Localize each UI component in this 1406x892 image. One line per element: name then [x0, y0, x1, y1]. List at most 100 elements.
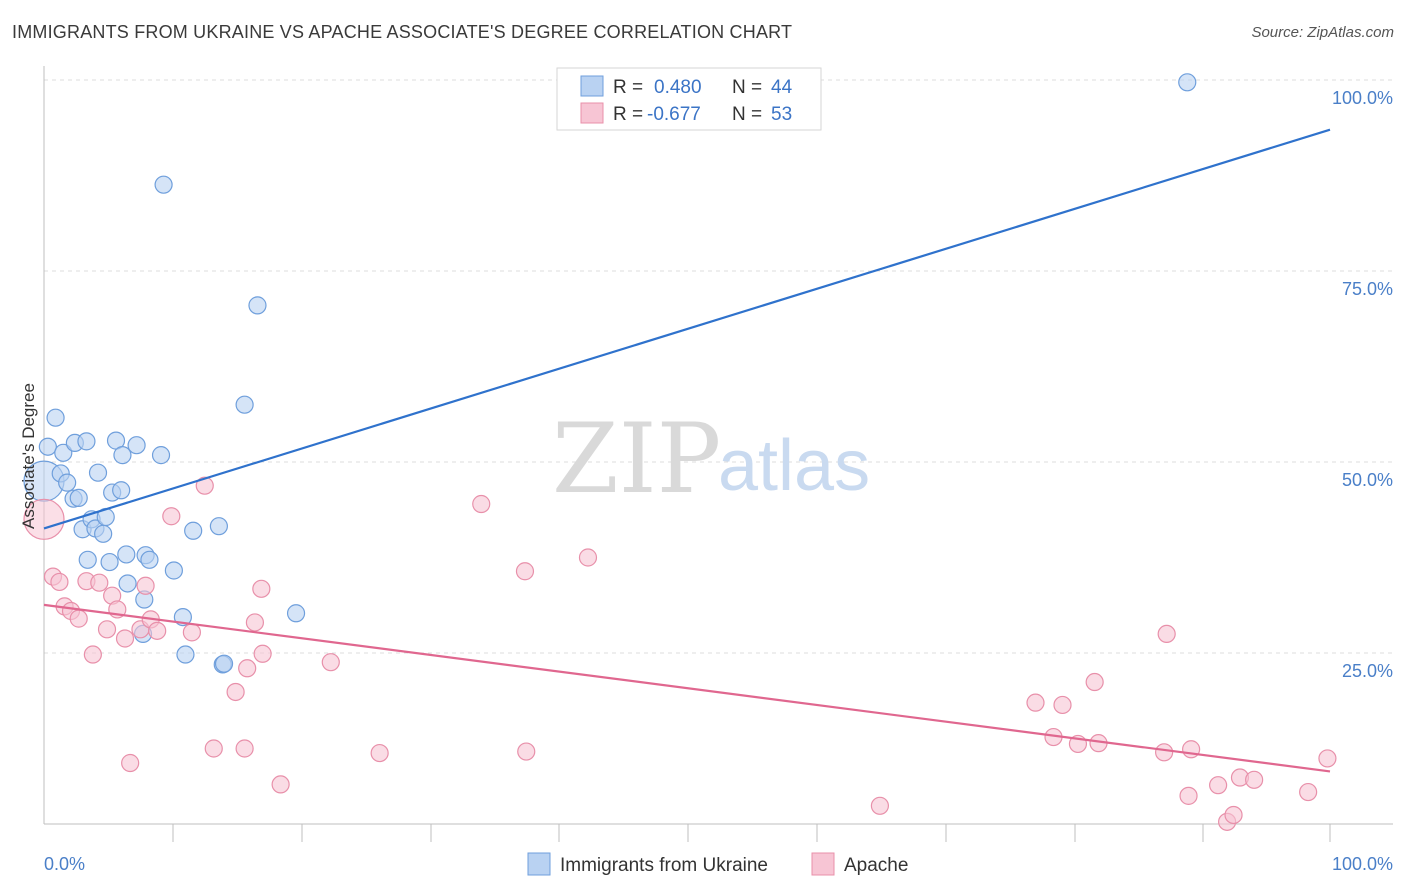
x-tick-label-0: 0.0%: [44, 854, 85, 874]
point-apache-8: [90, 573, 109, 592]
watermark: ZIP atlas: [552, 403, 870, 515]
point-apache-28: [271, 775, 290, 794]
point-apache-29: [321, 653, 340, 672]
point-ukraine-30: [154, 175, 173, 194]
point-ukraine-35: [209, 517, 228, 536]
point-apache-32: [515, 562, 535, 581]
bottom-legend-label-apache: Apache: [844, 855, 908, 876]
point-apache-15: [136, 576, 155, 595]
point-apache-19: [182, 623, 201, 642]
point-apache-31: [472, 494, 491, 514]
gridlines: [44, 79, 1393, 654]
point-ukraine-11: [78, 550, 97, 569]
x-tick-labels: 0.0% 100.0%: [44, 854, 1393, 874]
legend-r-label-ukraine: R =: [613, 77, 643, 98]
point-apache-34: [578, 548, 598, 567]
point-apache-46: [1209, 776, 1228, 795]
series-legend: Immigrants from Ukraine Apache: [527, 852, 908, 876]
bottom-legend-swatch-apache: [811, 852, 835, 876]
point-ukraine-31: [164, 561, 183, 580]
point-apache-38: [1053, 695, 1072, 715]
point-apache-27: [253, 644, 272, 663]
watermark-zip: ZIP: [552, 403, 721, 515]
point-apache-36: [1026, 693, 1045, 712]
point-ukraine-2: [46, 408, 65, 427]
legend-r-value-apache: -0.677: [647, 104, 701, 125]
point-ukraine-4: [54, 443, 73, 462]
point-apache-48: [1224, 805, 1243, 825]
point-ukraine-24: [127, 436, 146, 455]
legend-n-value-ukraine: 44: [771, 77, 793, 98]
legend-n-label-apache: N =: [732, 104, 762, 125]
point-apache-30: [370, 743, 389, 763]
trend-lines: [43, 128, 1331, 773]
point-ukraine-39: [248, 296, 267, 315]
point-apache-13: [121, 753, 140, 773]
point-ukraine-20: [112, 481, 131, 500]
legend-r-value-ukraine: 0.480: [654, 77, 702, 98]
point-apache-50: [1245, 770, 1264, 789]
point-apache-35: [870, 796, 890, 815]
point-apache-52: [1318, 749, 1337, 768]
bottom-legend-swatch-ukraine: [527, 852, 551, 876]
point-ukraine-29: [151, 446, 171, 465]
point-apache-0: [23, 498, 65, 540]
y-tick-label-2: 50.0%: [1342, 470, 1393, 490]
point-apache-42: [1155, 743, 1174, 762]
point-ukraine-5: [58, 473, 77, 492]
point-ukraine-33: [176, 645, 195, 664]
point-ukraine-15: [94, 524, 113, 543]
point-apache-22: [226, 682, 245, 702]
point-ukraine-23: [118, 574, 137, 593]
point-ukraine-28: [140, 550, 159, 569]
point-apache-18: [162, 507, 181, 526]
y-tick-label-3: 25.0%: [1342, 661, 1393, 681]
point-apache-40: [1085, 672, 1104, 692]
point-apache-5: [69, 609, 88, 628]
point-apache-43: [1157, 624, 1176, 644]
chart-title: IMMIGRANTS FROM UKRAINE VS APACHE ASSOCI…: [12, 22, 793, 42]
bottom-legend-label-ukraine: Immigrants from Ukraine: [560, 855, 768, 876]
point-apache-23: [235, 739, 254, 758]
legend-swatch-apache: [580, 102, 604, 124]
point-ukraine-14: [88, 463, 108, 482]
point-ukraine-1: [38, 437, 57, 456]
point-apache-9: [97, 620, 117, 639]
point-ukraine-40: [286, 604, 306, 623]
trend-line-ukraine: [43, 128, 1331, 530]
point-ukraine-10: [77, 432, 96, 451]
x-tick-label-1: 100.0%: [1332, 854, 1393, 874]
point-ukraine-41: [1178, 73, 1197, 92]
point-apache-25: [245, 613, 265, 632]
point-ukraine-8: [69, 488, 88, 508]
point-apache-26: [252, 579, 271, 598]
legend-n-label-ukraine: N =: [732, 77, 762, 98]
legend-swatch-ukraine: [580, 75, 604, 97]
point-ukraine-17: [100, 552, 119, 572]
point-apache-20: [195, 476, 214, 495]
watermark-atlas: atlas: [718, 426, 870, 506]
point-apache-2: [50, 572, 69, 592]
point-apache-33: [517, 742, 536, 761]
point-apache-12: [115, 629, 135, 648]
point-ukraine-22: [117, 545, 136, 564]
point-ukraine-34: [184, 521, 203, 540]
trend-line-apache: [43, 603, 1331, 773]
point-apache-17: [148, 621, 167, 640]
point-apache-44: [1179, 786, 1198, 805]
point-ukraine-37: [214, 654, 234, 673]
point-apache-24: [238, 659, 257, 678]
legend-n-value-apache: 53: [771, 104, 792, 125]
point-ukraine-21: [113, 446, 132, 465]
source-label: Source: ZipAtlas.com: [1251, 24, 1394, 41]
legend-r-label-apache: R =: [613, 104, 643, 125]
correlation-legend: R = 0.480 N = 44 R = -0.677 N = 53: [556, 67, 822, 131]
point-ukraine-38: [235, 395, 254, 414]
data-points: [23, 73, 1337, 831]
point-apache-21: [204, 739, 223, 758]
y-axis-title: Associate's Degree: [19, 383, 38, 529]
point-apache-51: [1299, 782, 1318, 802]
point-apache-7: [83, 645, 102, 664]
y-tick-labels: 100.0% 75.0% 50.0% 25.0%: [1332, 88, 1393, 681]
